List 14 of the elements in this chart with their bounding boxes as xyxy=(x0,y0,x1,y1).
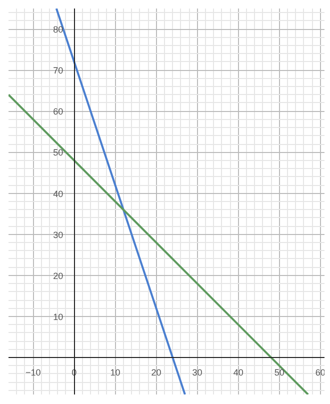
y-tick-label: 70 xyxy=(53,66,64,76)
x-tick-label: 10 xyxy=(110,368,120,378)
y-tick-label: 10 xyxy=(53,312,64,322)
y-tick-label: 20 xyxy=(53,270,64,281)
x-tick-label: 30 xyxy=(192,368,202,378)
x-tick-label: 50 xyxy=(274,368,284,378)
y-tick-label: 30 xyxy=(53,230,64,240)
x-tick-label: −10 xyxy=(25,368,41,378)
x-tick-label: 20 xyxy=(151,368,162,378)
y-tick-label: 60 xyxy=(53,106,64,117)
y-tick-label: 40 xyxy=(53,188,64,199)
y-tick-label: 50 xyxy=(53,148,64,158)
x-tick-label: 40 xyxy=(233,368,244,378)
y-tick-label: 80 xyxy=(53,24,64,35)
